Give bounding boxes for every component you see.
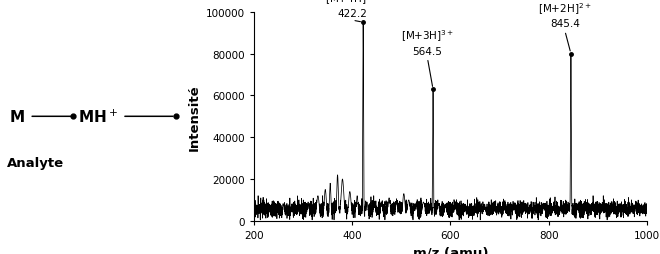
Y-axis label: Intensité: Intensité (187, 84, 201, 150)
Text: [M+3H]$^{3+}$
564.5: [M+3H]$^{3+}$ 564.5 (401, 28, 454, 56)
Text: [M+2H]$^{2+}$
845.4: [M+2H]$^{2+}$ 845.4 (538, 2, 591, 29)
Text: [M+4H]$^{4+}$
422.2: [M+4H]$^{4+}$ 422.2 (325, 0, 379, 19)
Text: MH$^+$: MH$^+$ (78, 108, 117, 125)
Text: Analyte: Analyte (7, 156, 65, 169)
X-axis label: m/z (amu): m/z (amu) (412, 245, 488, 254)
Text: M: M (9, 109, 24, 124)
